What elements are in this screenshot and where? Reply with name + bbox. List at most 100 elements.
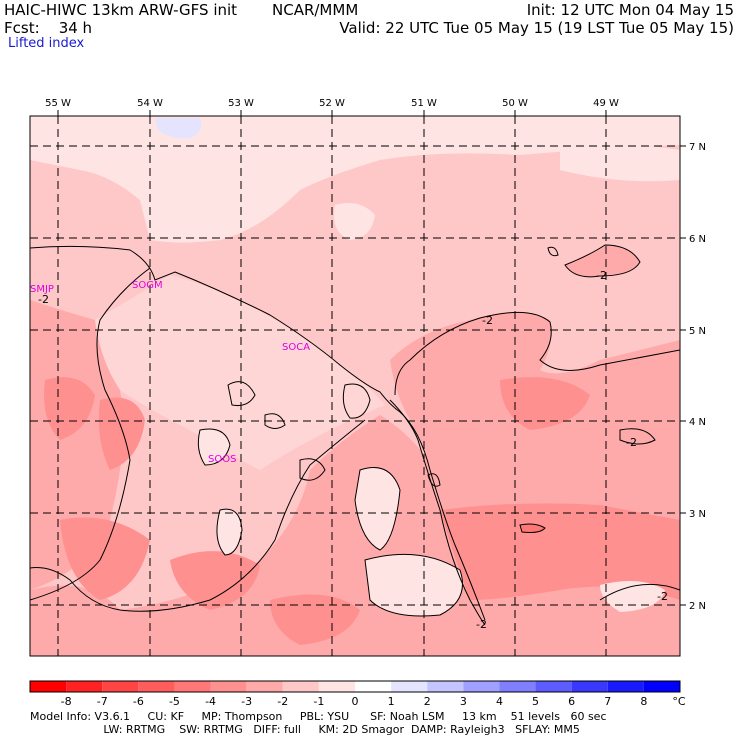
lat-label-7n: 7 N	[689, 142, 706, 153]
colorbar-swatch-2	[102, 681, 139, 692]
field-name: Lifted index	[8, 36, 85, 51]
contour-se	[599, 583, 680, 601]
shade-pocket3	[60, 517, 150, 600]
model-info-footer: Model Info: V3.6.1 CU: KF MP: Thompson P…	[30, 710, 607, 736]
contour-small2	[427, 473, 441, 487]
colorbar-tick-8: 0	[352, 695, 359, 708]
colorbar-tick-13: 5	[532, 695, 539, 708]
footer-line-1: Model Info: V3.6.1 CU: KF MP: Thompson P…	[30, 710, 607, 723]
colorbar-swatch-14	[535, 681, 572, 692]
colorbar-swatch-9	[355, 681, 392, 692]
lat-label-3n: 3 N	[689, 509, 706, 520]
header-left: HAIC-HIWC 13km ARW-GFS init Fcst: 34 h	[4, 1, 237, 37]
station-soca: SOCA	[282, 342, 310, 353]
lon-label-53w: 53 W	[228, 98, 254, 109]
colorbar-tick-10: 2	[424, 695, 431, 708]
colorbar-tick-5: -3	[241, 695, 252, 708]
contour-dark-streak	[519, 523, 546, 533]
lat-label-5n: 5 N	[689, 326, 706, 337]
contour-blob2	[227, 381, 256, 406]
colorbar-tick-7: -1	[313, 695, 324, 708]
lon-label-52w: 52 W	[319, 98, 345, 109]
shade-pocket5	[270, 594, 360, 645]
coastline	[30, 245, 486, 621]
colorbar-swatch-16	[607, 681, 644, 692]
shade-white-pocket5	[600, 581, 665, 612]
station-sogm: SOGM	[132, 280, 163, 291]
colorbar-tick-1: -7	[97, 695, 108, 708]
lon-labels: 55 W 54 W 53 W 52 W 51 W 50 W 49 W	[45, 98, 619, 109]
colorbar-swatch-10	[391, 681, 428, 692]
contour-e	[619, 428, 656, 445]
colorbar-swatch-13	[499, 681, 536, 692]
shade-white-pocket1	[355, 467, 400, 550]
lon-label-51w: 51 W	[411, 98, 437, 109]
shade-corridor	[95, 275, 385, 470]
shade-pocket4	[170, 551, 260, 610]
colorbar-tick-4: -4	[205, 695, 216, 708]
shade-southeast-dark	[440, 503, 680, 600]
lifted-index-field: -2 -2 -2 -2 -2 -2 SMJP SOGM SOCA SOOS	[30, 116, 680, 656]
contour-label-5: -2	[657, 590, 668, 603]
colorbar-tick-14: 6	[568, 695, 575, 708]
colorbar-swatch-11	[427, 681, 464, 692]
contour-ne	[394, 311, 680, 396]
forecast-hours: 34 h	[58, 19, 93, 37]
contour-ne2	[564, 244, 641, 278]
contour-label-6: -2	[476, 618, 487, 631]
shade-pocket6	[500, 377, 590, 430]
forecast-label: Fcst:	[4, 19, 40, 37]
contour-label-3: -2	[596, 269, 607, 282]
lon-label-55w: 55 W	[45, 98, 71, 109]
init-time: Init: 12 UTC Mon 04 May 15	[526, 1, 734, 19]
colorbar-swatch-3	[138, 681, 175, 692]
header-right: Init: 12 UTC Mon 04 May 15 Valid: 22 UTC…	[339, 1, 734, 37]
colorbar-tick-11: 3	[460, 695, 467, 708]
colorbar-swatch-0	[30, 681, 67, 692]
shade-ne-pocket	[565, 245, 640, 277]
frame-ticks	[57, 110, 686, 606]
colorbar-swatch-6	[246, 681, 283, 692]
colorbar-tick-16: 8	[640, 695, 647, 708]
colorbar	[29, 680, 681, 693]
colorbar-swatch-1	[66, 681, 103, 692]
lat-label-4n: 4 N	[689, 417, 706, 428]
shade-ne-white	[560, 145, 680, 182]
lon-label-54w: 54 W	[137, 98, 163, 109]
contour-white-pocket4	[197, 428, 231, 466]
colorbar-swatch-5	[210, 681, 247, 692]
shade-north-blue	[155, 118, 202, 139]
colorbar-swatch-7	[282, 681, 319, 692]
contour-small1	[299, 458, 326, 481]
shade-white-pocket4	[198, 429, 230, 465]
contour-labels: -2 -2 -2 -2 -2 -2	[38, 269, 668, 631]
colorbar-swatch-4	[174, 681, 211, 692]
lat-label-2n: 2 N	[689, 601, 706, 612]
colorbar-swatch-17	[643, 681, 680, 692]
contour-white-pocket2	[364, 553, 463, 617]
boundaries	[30, 244, 680, 626]
border-middle	[30, 419, 366, 612]
contour-label-4: -2	[626, 436, 637, 449]
colorbar-swatch-15	[571, 681, 608, 692]
colorbar-tick-6: -2	[277, 695, 288, 708]
colorbar-tick-0: -8	[61, 695, 72, 708]
shade-white-pocket2	[365, 554, 463, 616]
lon-label-49w: 49 W	[593, 98, 619, 109]
colorbar-units: °C	[672, 695, 686, 708]
colorbar-tick-labels: -8 -7 -6 -5 -4 -3 -2 -1 0 1 2 3 4 5 6 7 8	[61, 695, 648, 708]
footer-line-2: LW: RRTMG SW: RRTMG DIFF: full KM: 2D Sm…	[30, 723, 580, 736]
contour-white-pocket3	[216, 508, 243, 556]
organization: NCAR/MMM	[272, 1, 359, 19]
shade-dark-streak	[520, 524, 545, 533]
lat-label-6n: 6 N	[689, 234, 706, 245]
contour-blob3	[264, 413, 286, 429]
graticule	[30, 116, 680, 656]
colorbar-swatch-8	[318, 681, 355, 692]
contour-small3	[547, 246, 559, 257]
shade-white-pocket3	[216, 509, 242, 555]
colorbar-tick-12: 4	[496, 695, 503, 708]
map-frame	[29, 115, 681, 657]
border-west	[30, 267, 151, 601]
station-labels: SMJP SOGM SOCA SOOS	[30, 280, 310, 465]
